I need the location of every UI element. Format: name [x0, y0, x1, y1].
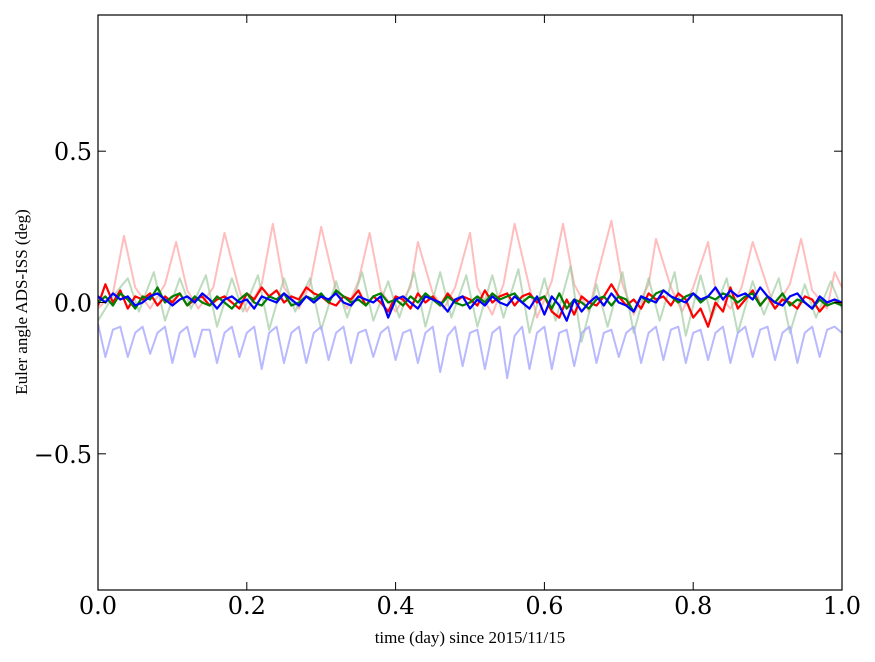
series-line-3: [98, 323, 842, 380]
x-tick-label: 0.6: [525, 592, 563, 620]
series-line-4: [98, 283, 842, 328]
x-tick-label: 0.4: [377, 592, 415, 620]
series-line-5: [98, 286, 842, 313]
series-line-6: [98, 286, 842, 322]
x-tick-label: 0.0: [79, 592, 117, 620]
plot-frame: [97, 14, 843, 591]
x-tick-label: 0.2: [228, 592, 266, 620]
y-tick-label: −0.5: [34, 441, 92, 469]
y-tick-label: 0.5: [54, 138, 92, 166]
series-layer: [98, 219, 842, 380]
x-tick-labels: 0.0 0.2 0.4 0.6 0.8 1.0: [79, 592, 861, 620]
x-tick-label: 0.8: [674, 592, 712, 620]
y-tick-labels: −0.5 0.0 0.5: [34, 138, 92, 469]
y-tick-label: 0.0: [54, 290, 92, 318]
x-tick-label: 1.0: [823, 592, 861, 620]
y-axis-label: Euler angle ADS-ISS (deg): [12, 209, 31, 395]
x-axis-label: time (day) since 2015/11/15: [375, 628, 566, 647]
